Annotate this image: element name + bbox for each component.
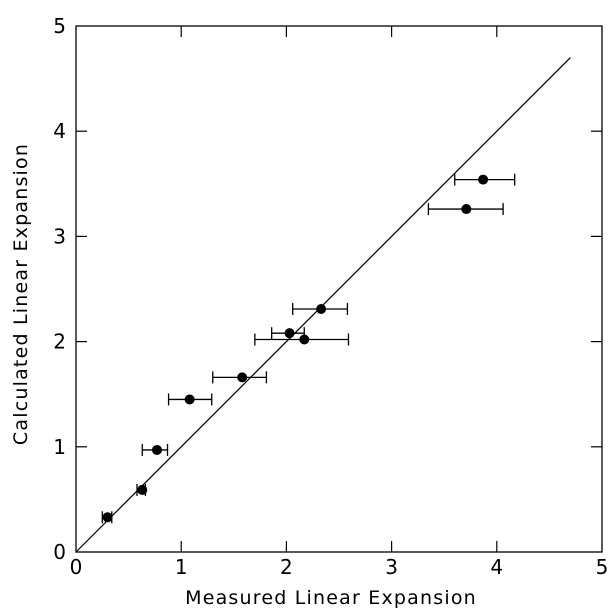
data-point [284,328,295,339]
tick-labels: 0 1 2 3 4 5 0 1 2 3 4 5 [53,14,608,579]
data-point [316,303,327,314]
y-axis-title: Calculated Linear Expansion [10,143,32,445]
x-axis-title: Measured Linear Expansion [185,587,477,609]
x-tick-label: 0 [70,555,83,579]
plot-frame [75,25,603,553]
plot-border [75,25,603,553]
data-point [102,512,113,523]
y-tick-label: 2 [53,330,66,354]
x-tick-label: 2 [280,555,293,579]
data-points [102,174,489,523]
data-point [152,444,163,455]
y-tick-label: 0 [53,540,66,564]
y-tick-label: 5 [53,14,66,38]
data-point [137,484,148,495]
data-point [299,334,310,345]
x-tick-label: 3 [385,555,398,579]
data-point [237,372,248,383]
axis-ticks [76,26,602,552]
y-tick-label: 1 [53,435,66,459]
data-point [478,174,489,185]
data-point [461,204,472,215]
data-point [184,394,195,405]
error-bars [101,173,516,524]
x-tick-label: 5 [596,555,609,579]
x-tick-label: 4 [490,555,503,579]
y-tick-label: 3 [53,224,66,248]
x-tick-label: 1 [175,555,188,579]
y-tick-label: 4 [53,119,66,143]
